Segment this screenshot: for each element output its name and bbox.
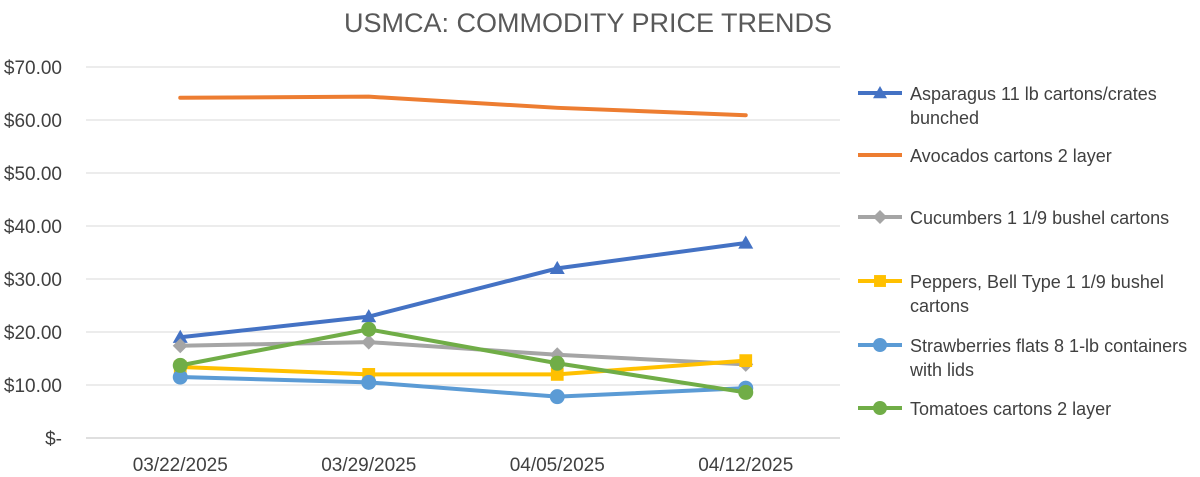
legend-item: Strawberries flats 8 1-lb containers with… (858, 336, 1187, 380)
triangle-marker (172, 329, 188, 343)
y-axis-ticks: $- $10.00 $20.00 $30.00 $40.00 $50.00 $60.00 $7… (4, 58, 62, 450)
legend-label: Avocados cartons 2 layer (910, 146, 1112, 166)
gridlines (86, 66, 840, 439)
legend-item: Avocados cartons 2 layer (858, 146, 1112, 166)
legend-item: Asparagus 11 lb cartons/crates bunched (858, 84, 1157, 128)
series-line (178, 340, 748, 367)
y-tick-label: $- (45, 429, 62, 450)
legend-label: Tomatoes cartons 2 layer (910, 399, 1111, 419)
legend-label: cartons (910, 296, 969, 316)
circle-marker (549, 389, 565, 405)
circle-marker (549, 355, 565, 371)
triangle-marker (361, 309, 377, 323)
x-tick-label: 04/05/2025 (510, 455, 605, 476)
y-tick-label: $50.00 (4, 164, 62, 185)
y-tick-label: $70.00 (4, 58, 62, 79)
square-marker (739, 354, 753, 367)
square-marker (874, 275, 886, 287)
series-1 (178, 94, 748, 118)
circle-marker (738, 384, 754, 400)
x-tick-label: 04/12/2025 (698, 455, 793, 476)
circle-marker (873, 338, 887, 352)
series-line (178, 327, 748, 395)
triangle-marker (738, 235, 754, 249)
y-tick-label: $60.00 (4, 111, 62, 132)
series-0 (172, 235, 754, 343)
legend-label: with lids (909, 360, 974, 380)
series-4 (172, 369, 754, 405)
legend: Asparagus 11 lb cartons/crates bunched Avo… (858, 84, 1187, 419)
y-tick-label: $20.00 (4, 323, 62, 344)
chart-title: USMCA: COMMODITY PRICE TRENDS (344, 8, 832, 38)
x-tick-label: 03/22/2025 (133, 455, 228, 476)
series-line (178, 94, 748, 118)
y-tick-label: $40.00 (4, 217, 62, 238)
legend-label: Asparagus 11 lb cartons/crates (910, 84, 1157, 104)
diamond-marker (361, 334, 377, 350)
circle-marker (361, 374, 377, 390)
square-marker (550, 368, 564, 381)
x-tick-label: 03/29/2025 (321, 455, 416, 476)
series-lines (172, 94, 754, 405)
x-axis-ticks: 03/22/2025 03/29/2025 04/05/2025 04/12/2025 (133, 455, 794, 476)
triangle-marker (873, 86, 887, 99)
series-line (178, 358, 748, 377)
legend-label: Strawberries flats 8 1-lb containers (910, 336, 1187, 356)
legend-item: Tomatoes cartons 2 layer (858, 399, 1111, 419)
circle-marker (172, 357, 188, 373)
series-line (178, 240, 748, 340)
triangle-marker (549, 260, 565, 275)
diamond-marker (873, 210, 887, 224)
circle-marker (873, 401, 887, 415)
legend-item: Peppers, Bell Type 1 1/9 bushel cartons (858, 272, 1164, 316)
legend-item: Cucumbers 1 1/9 bushel cartons (858, 208, 1169, 228)
legend-label: bunched (910, 108, 979, 128)
circle-marker (172, 369, 188, 385)
circle-marker (361, 321, 377, 337)
series-5 (172, 321, 754, 400)
legend-label: Peppers, Bell Type 1 1/9 bushel (910, 272, 1164, 292)
y-tick-label: $30.00 (4, 270, 62, 291)
series-line (178, 375, 748, 399)
y-tick-label: $10.00 (4, 376, 62, 397)
series-3 (173, 354, 753, 381)
legend-label: Cucumbers 1 1/9 bushel cartons (910, 208, 1169, 228)
diamond-marker (172, 338, 188, 354)
